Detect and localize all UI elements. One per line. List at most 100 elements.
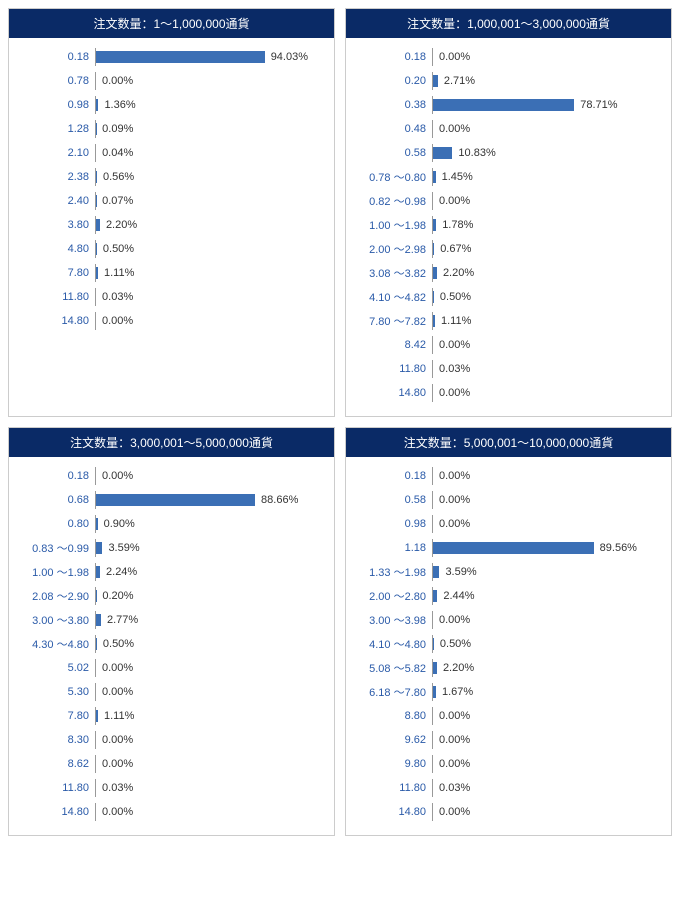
bar-fill bbox=[433, 566, 439, 578]
category-label: 0.68 bbox=[17, 494, 95, 506]
bar-track: 2.77% bbox=[95, 611, 326, 629]
bar-row: 5.300.00% bbox=[17, 683, 326, 701]
bar-row: 0.580.00% bbox=[354, 491, 663, 509]
bar-fill bbox=[433, 171, 436, 183]
panel-title: 注文数量：1,000,001～3,000,000通貨 bbox=[346, 9, 671, 38]
category-label: 3.00 ～3.98 bbox=[354, 612, 432, 628]
category-label: 7.80 ～7.82 bbox=[354, 313, 432, 329]
bar-track: 3.59% bbox=[95, 539, 326, 557]
bar-row: 4.30 ～4.800.50% bbox=[17, 635, 326, 653]
value-label: 0.03% bbox=[102, 782, 133, 794]
category-label: 11.80 bbox=[354, 363, 432, 375]
bar-fill bbox=[96, 566, 100, 578]
value-label: 0.03% bbox=[439, 363, 470, 375]
bar-track: 0.00% bbox=[95, 755, 326, 773]
bar-row: 0.1894.03% bbox=[17, 48, 326, 66]
bar-track: 0.00% bbox=[95, 72, 326, 90]
category-label: 14.80 bbox=[17, 315, 95, 327]
bar-track: 0.00% bbox=[95, 803, 326, 821]
value-label: 10.83% bbox=[458, 147, 495, 159]
bar-row: 0.180.00% bbox=[354, 467, 663, 485]
category-label: 7.80 bbox=[17, 267, 95, 279]
category-label: 8.62 bbox=[17, 758, 95, 770]
category-label: 1.00 ～1.98 bbox=[17, 564, 95, 580]
bar-track: 0.00% bbox=[95, 731, 326, 749]
value-label: 0.00% bbox=[102, 758, 133, 770]
category-label: 0.82 ～0.98 bbox=[354, 193, 432, 209]
bar-track: 0.90% bbox=[95, 515, 326, 533]
bar-track: 1.78% bbox=[432, 216, 663, 234]
bar-row: 9.620.00% bbox=[354, 731, 663, 749]
bar-track: 0.00% bbox=[432, 731, 663, 749]
value-label: 0.00% bbox=[102, 734, 133, 746]
chart-body: 0.18 0.00% 0.68 88.66% 0.800.90% 0.83 ～0.993.… bbox=[9, 457, 334, 835]
bar-track: 0.00% bbox=[95, 659, 326, 677]
bar-track: 0.03% bbox=[95, 288, 326, 306]
bar-row: 3.00 ～3.98 0.00% bbox=[354, 611, 663, 629]
bar-track: 0.09% bbox=[95, 120, 326, 138]
value-label: 0.00% bbox=[439, 710, 470, 722]
category-label: 0.20 bbox=[354, 75, 432, 87]
value-label: 78.71% bbox=[580, 99, 617, 111]
bar-track: 89.56% bbox=[432, 539, 663, 557]
bar-row: 0.780.00% bbox=[17, 72, 326, 90]
bar-fill bbox=[96, 243, 97, 255]
category-label: 2.10 bbox=[17, 147, 95, 159]
category-label: 0.58 bbox=[354, 147, 432, 159]
bar-fill bbox=[433, 590, 437, 602]
value-label: 3.59% bbox=[445, 566, 476, 578]
bar-row: 2.100.04% bbox=[17, 144, 326, 162]
value-label: 0.00% bbox=[439, 758, 470, 770]
bar-track: 1.36% bbox=[95, 96, 326, 114]
category-label: 1.28 bbox=[17, 123, 95, 135]
value-label: 0.03% bbox=[102, 291, 133, 303]
bar-track: 0.50% bbox=[432, 288, 663, 306]
category-label: 1.18 bbox=[354, 542, 432, 554]
bar-row: 0.981.36% bbox=[17, 96, 326, 114]
bar-track: 0.00% bbox=[432, 48, 663, 66]
bar-track: 2.24% bbox=[95, 563, 326, 581]
bar-track: 78.71% bbox=[432, 96, 663, 114]
value-label: 0.00% bbox=[102, 662, 133, 674]
value-label: 2.24% bbox=[106, 566, 137, 578]
bar-fill bbox=[96, 518, 98, 530]
bar-fill bbox=[433, 243, 434, 255]
bar-track: 0.00% bbox=[432, 515, 663, 533]
bar-row: 7.801.11% bbox=[17, 707, 326, 725]
category-label: 0.58 bbox=[354, 494, 432, 506]
bar-row: 1.280.09% bbox=[17, 120, 326, 138]
category-label: 4.80 bbox=[17, 243, 95, 255]
bar-row: 1.33 ～1.983.59% bbox=[354, 563, 663, 581]
value-label: 0.50% bbox=[103, 243, 134, 255]
bar-row: 0.83 ～0.993.59% bbox=[17, 539, 326, 557]
category-label: 0.18 bbox=[17, 470, 95, 482]
bar-fill bbox=[96, 99, 98, 111]
category-label: 2.40 bbox=[17, 195, 95, 207]
chart-panel: 注文数量：5,000,001～10,000,000通貨0.180.00%0.58… bbox=[345, 427, 672, 836]
category-label: 0.98 bbox=[17, 99, 95, 111]
bar-fill bbox=[96, 614, 101, 626]
bar-fill bbox=[433, 267, 437, 279]
bar-track: 88.66% bbox=[95, 491, 326, 509]
bar-row: 0.800.90% bbox=[17, 515, 326, 533]
category-label: 11.80 bbox=[354, 782, 432, 794]
category-label: 3.80 bbox=[17, 219, 95, 231]
bar-row: 7.801.11% bbox=[17, 264, 326, 282]
value-label: 0.20% bbox=[102, 590, 133, 602]
category-label: 4.30 ～4.80 bbox=[17, 636, 95, 652]
value-label: 88.66% bbox=[261, 494, 298, 506]
bar-fill bbox=[96, 219, 100, 231]
bar-row: 14.800.00% bbox=[17, 312, 326, 330]
bar-fill bbox=[433, 542, 594, 554]
bar-row: 1.00 ～1.981.78% bbox=[354, 216, 663, 234]
value-label: 0.00% bbox=[439, 614, 470, 626]
bar-row: 2.400.07% bbox=[17, 192, 326, 210]
bar-row: 2.08 ～2.900.20% bbox=[17, 587, 326, 605]
bar-row: 4.10 ～4.820.50% bbox=[354, 288, 663, 306]
bar-row: 0.202.71% bbox=[354, 72, 663, 90]
bar-fill bbox=[433, 291, 434, 303]
bar-row: 2.380.56% bbox=[17, 168, 326, 186]
bar-track: 1.67% bbox=[432, 683, 663, 701]
value-label: 0.00% bbox=[439, 51, 470, 63]
bar-row: 3.08 ～3.822.20% bbox=[354, 264, 663, 282]
